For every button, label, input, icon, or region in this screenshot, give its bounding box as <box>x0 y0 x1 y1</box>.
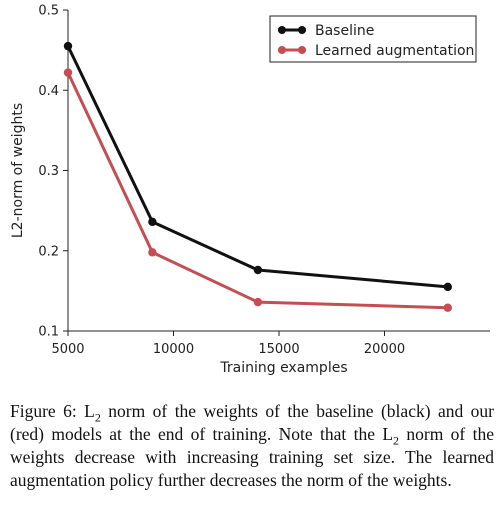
figure-caption: Figure 6: L2 norm of the weights of the … <box>10 400 494 492</box>
y-tick-label: 0.3 <box>38 164 59 179</box>
data-point <box>443 303 452 312</box>
data-point <box>63 68 73 77</box>
x-tick-label: 15000 <box>258 342 299 357</box>
legend: Baseline Learned augmentation <box>269 15 477 63</box>
data-point <box>148 248 157 257</box>
chart: 5000 10000 15000 20000 0.1 0.2 0.3 0.4 0.5 Trai… <box>10 4 490 376</box>
caption-middle: norm of the weights of the baseline (bla… <box>10 401 495 444</box>
data-point <box>443 282 452 292</box>
x-tick-label: 5000 <box>51 342 84 357</box>
y-ticks: 0.1 0.2 0.3 0.4 0.5 <box>38 4 68 340</box>
legend-label: Learned augmentation <box>315 43 474 59</box>
data-point <box>148 217 157 227</box>
y-tick-label: 0.5 <box>38 4 59 19</box>
legend-marker <box>278 46 286 54</box>
caption-subscript-1: 2 <box>94 410 101 425</box>
x-tick-label: 20000 <box>364 342 405 357</box>
legend-marker <box>278 26 286 34</box>
x-axis-label: Training examples <box>219 360 347 376</box>
y-tick-label: 0.1 <box>38 325 59 340</box>
series-learned-augmentation <box>63 68 452 312</box>
legend-box <box>269 15 477 63</box>
legend-marker <box>298 46 306 54</box>
legend-label: Baseline <box>315 23 374 39</box>
series-baseline <box>63 41 452 292</box>
caption-subscript-2: 2 <box>393 433 400 448</box>
data-point <box>253 297 263 307</box>
caption-suffix: norm of the weights decrease with increa… <box>10 424 494 490</box>
x-ticks: 5000 10000 15000 20000 <box>51 331 405 357</box>
caption-prefix: Figure 6: L <box>10 401 95 421</box>
legend-marker <box>298 26 306 34</box>
series-line <box>66 71 448 310</box>
y-tick-label: 0.4 <box>38 84 59 99</box>
series-line <box>66 45 448 289</box>
y-tick-label: 0.2 <box>38 244 59 259</box>
data-point <box>63 41 73 51</box>
data-point <box>253 265 263 275</box>
x-tick-label: 10000 <box>153 342 194 357</box>
y-axis-label: L2-norm of weights <box>10 103 26 238</box>
series-layer <box>63 41 452 312</box>
